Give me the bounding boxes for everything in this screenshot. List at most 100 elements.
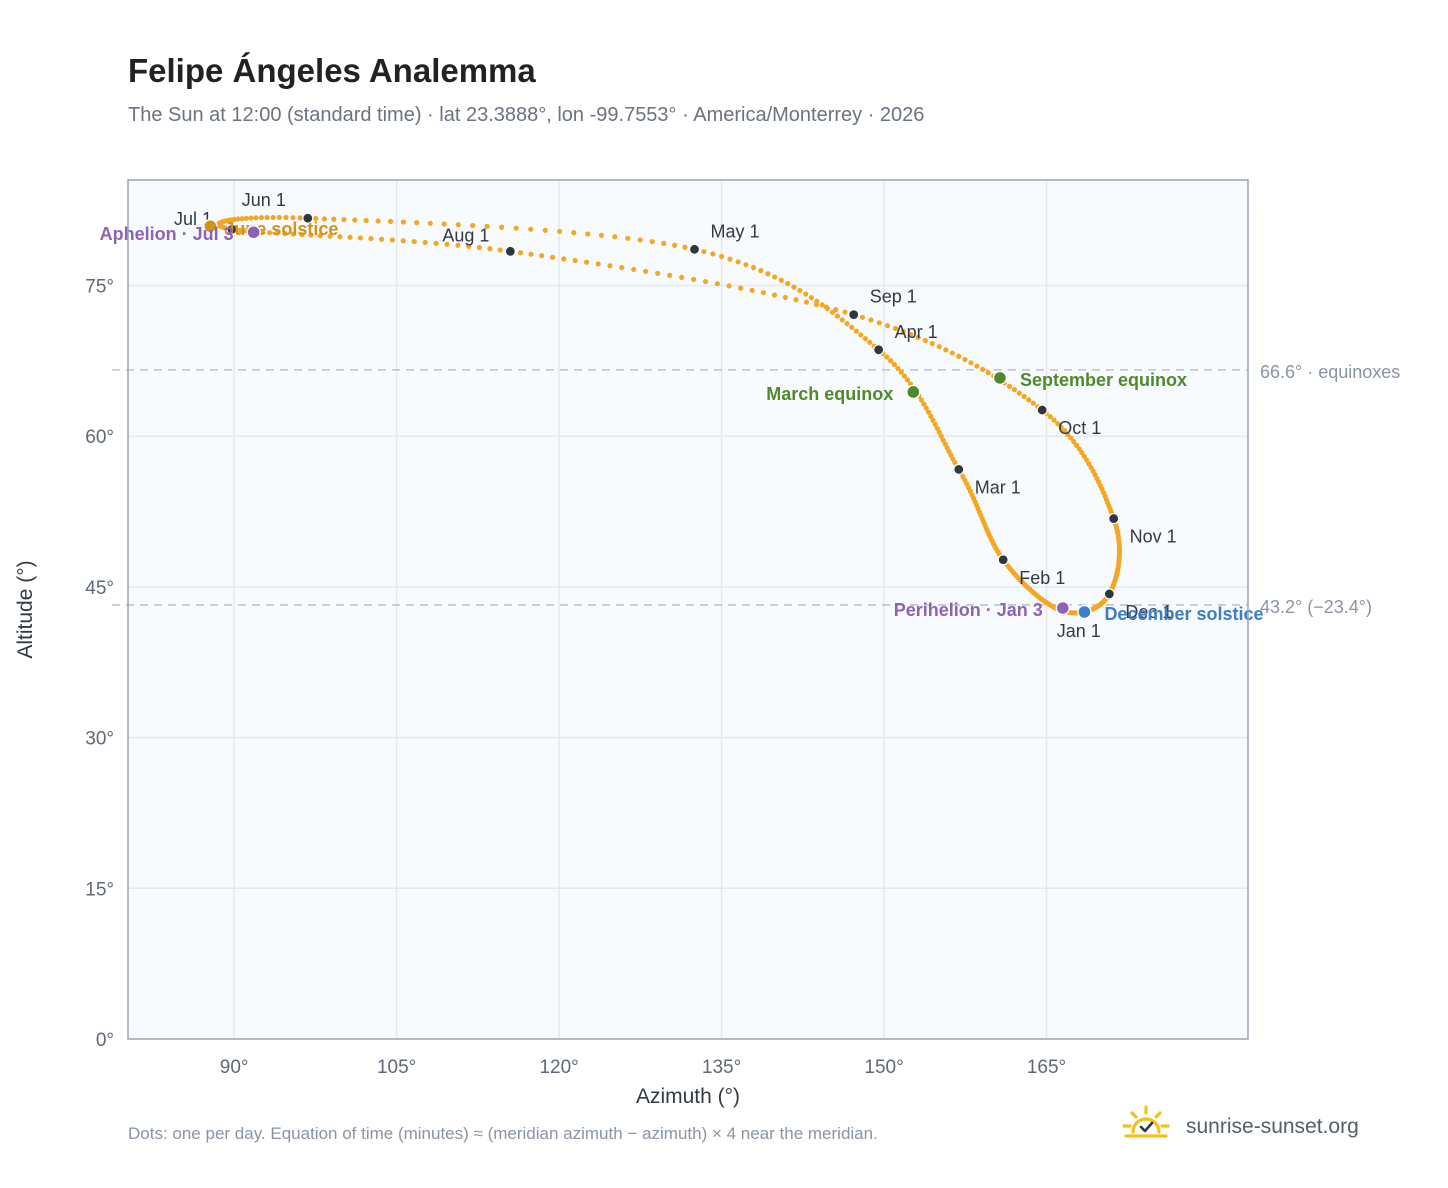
event-label: March equinox xyxy=(766,384,893,404)
daily-sun-dot xyxy=(476,244,482,251)
daily-sun-dot xyxy=(915,334,921,341)
x-tick-label: 90° xyxy=(220,1057,249,1078)
month-marker-label: Oct 1 xyxy=(1058,418,1101,438)
daily-sun-dot xyxy=(735,259,741,265)
footnote: Dots: one per day. Equation of time (min… xyxy=(128,1124,878,1143)
daily-sun-dot xyxy=(347,234,353,240)
y-tick-label: 75° xyxy=(85,276,114,297)
daily-sun-dot xyxy=(904,377,911,383)
daily-sun-dot xyxy=(1021,393,1027,400)
daily-sun-dot xyxy=(930,417,936,423)
brand[interactable]: sunrise-sunset.org xyxy=(1120,1104,1359,1149)
daily-sun-dot xyxy=(661,240,667,246)
daily-sun-dot xyxy=(466,243,472,249)
y-tick-label: 30° xyxy=(85,729,114,750)
daily-sun-dot xyxy=(921,401,927,407)
event-marker xyxy=(246,225,261,240)
month-marker xyxy=(873,344,885,356)
daily-sun-dot xyxy=(649,239,655,245)
daily-sun-dot xyxy=(667,272,673,278)
daily-sun-dot xyxy=(528,251,534,257)
daily-sun-dot xyxy=(900,328,906,335)
event-markers: March equinox September equinox June solst… xyxy=(100,219,1264,624)
month-marker-label: Feb 1 xyxy=(1019,568,1065,588)
daily-sun-dot xyxy=(858,332,864,338)
daily-sun-dot xyxy=(962,356,968,363)
daily-sun-dot xyxy=(714,281,720,287)
daily-sun-dot xyxy=(331,216,337,222)
daily-sun-dot xyxy=(327,233,333,239)
daily-sun-dot xyxy=(484,223,490,229)
daily-sun-dot xyxy=(876,320,882,326)
y-tick-label: 60° xyxy=(85,427,114,448)
daily-sun-dot xyxy=(299,231,305,238)
daily-sun-dot xyxy=(884,354,890,360)
month-marker-label: Jan 1 xyxy=(1057,621,1101,641)
daily-sun-dot xyxy=(750,265,757,271)
daily-sun-dot xyxy=(274,230,280,236)
daily-sun-dot xyxy=(859,314,866,320)
daily-sun-dot xyxy=(772,274,778,280)
daily-sun-dot xyxy=(968,360,974,366)
daily-sun-dot xyxy=(585,231,591,237)
daily-sun-dot xyxy=(276,214,283,221)
y-tick-label: 0° xyxy=(96,1030,114,1051)
daily-sun-dot xyxy=(940,437,946,443)
daily-sun-dot xyxy=(517,250,524,256)
event-label: Aphelion · Jul 3 xyxy=(100,224,234,244)
daily-sun-dot xyxy=(389,237,395,243)
daily-sun-dot xyxy=(550,254,556,260)
daily-sun-dot xyxy=(433,240,439,246)
month-marker xyxy=(953,463,965,475)
daily-sun-dot xyxy=(891,361,897,368)
daily-sun-dot xyxy=(782,294,788,300)
daily-sun-dot xyxy=(253,215,259,221)
daily-sun-dot xyxy=(898,369,904,375)
daily-sun-dot xyxy=(908,331,914,338)
daily-sun-dot xyxy=(282,231,288,237)
reference-line-label: 66.6° · equinoxes xyxy=(1260,362,1400,382)
daily-sun-dot xyxy=(1058,424,1064,430)
daily-sun-dot xyxy=(813,301,820,308)
month-marker-label: May 1 xyxy=(710,221,759,241)
month-marker xyxy=(1036,404,1048,416)
daily-sun-dot xyxy=(1011,387,1018,393)
daily-sun-dot xyxy=(727,256,733,262)
daily-sun-dot xyxy=(387,218,394,225)
daily-sun-dot xyxy=(672,242,678,248)
daily-sun-dot xyxy=(760,290,767,296)
chart-title: Felipe Ángeles Analemma xyxy=(128,52,536,89)
daily-sun-dot xyxy=(270,214,276,221)
daily-sun-dot xyxy=(631,266,637,273)
daily-sun-dot xyxy=(923,405,929,411)
sun-logo-icon xyxy=(1120,1104,1172,1149)
daily-sun-dot xyxy=(308,232,314,238)
daily-sun-dot xyxy=(427,220,433,226)
daily-sun-dot xyxy=(290,231,296,237)
daily-sun-dot xyxy=(283,214,289,221)
daily-sun-dot xyxy=(1026,397,1032,403)
daily-sun-dot xyxy=(862,336,868,342)
daily-sun-dot xyxy=(248,215,254,221)
daily-sun-dot xyxy=(379,236,385,242)
daily-sun-dot xyxy=(934,425,940,431)
daily-sun-dot xyxy=(833,306,839,313)
month-marker-label: Apr 1 xyxy=(895,322,938,342)
y-axis-label: Altitude (°) xyxy=(14,560,37,658)
daily-sun-dot xyxy=(701,248,707,255)
month-marker-label: Sep 1 xyxy=(870,287,917,307)
daily-sun-dot xyxy=(895,365,901,371)
daily-sun-dot xyxy=(595,261,601,267)
daily-sun-dot xyxy=(936,344,942,350)
chart-subtitle: The Sun at 12:00 (standard time) · lat 2… xyxy=(128,104,925,126)
daily-sun-dot xyxy=(758,268,764,274)
month-marker-label: Aug 1 xyxy=(442,225,489,245)
daily-sun-dot xyxy=(513,225,519,231)
daily-sun-dot xyxy=(765,271,771,277)
daily-sun-dot xyxy=(455,242,461,248)
daily-sun-dot xyxy=(853,328,859,334)
event-marker xyxy=(1055,600,1070,616)
daily-sun-dot xyxy=(925,409,932,415)
daily-sun-dot xyxy=(487,246,493,252)
event-label: September equinox xyxy=(1020,370,1187,390)
